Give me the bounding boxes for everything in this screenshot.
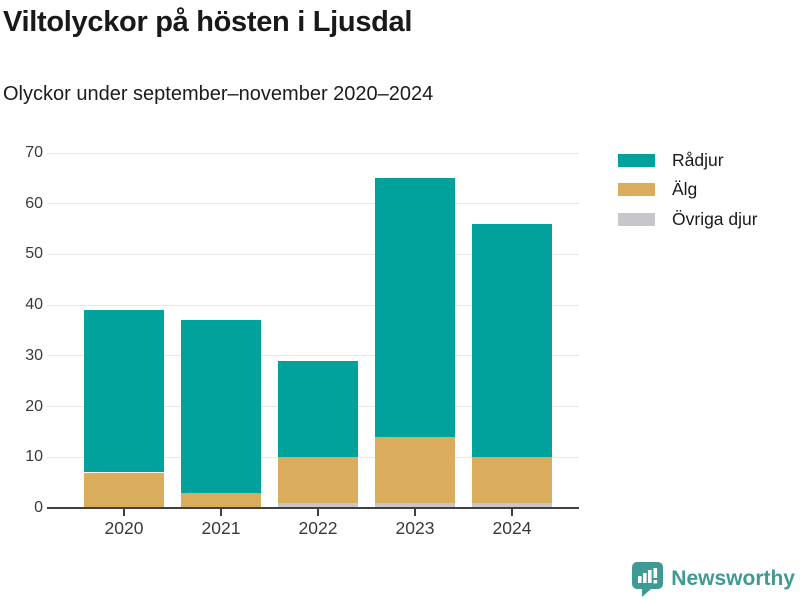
gridline — [47, 355, 579, 357]
x-axis-tick-label: 2023 — [395, 518, 435, 538]
legend-item: Övriga djur — [618, 209, 758, 230]
gridline — [47, 152, 579, 154]
x-axis-tick — [414, 509, 416, 516]
gridline — [47, 253, 579, 255]
x-axis-line — [47, 507, 579, 509]
legend-item: Rådjur — [618, 150, 724, 171]
chart-title: Viltolyckor på hösten i Ljusdal — [3, 6, 413, 38]
brand-name: Newsworthy — [671, 567, 795, 590]
y-axis-tick-label: 40 — [25, 296, 43, 314]
bar-segment — [278, 502, 358, 508]
bar-segment — [375, 502, 455, 508]
bar-segment — [84, 310, 164, 473]
y-axis-tick-label: 50 — [25, 245, 43, 263]
legend-label: Övriga djur — [672, 208, 758, 229]
bar-segment — [181, 320, 261, 493]
bar-segment — [375, 437, 455, 503]
bar-segment — [472, 502, 552, 508]
legend-swatch — [618, 183, 655, 197]
bar-segment — [472, 224, 552, 458]
legend-label: Älg — [672, 179, 698, 200]
legend-item: Älg — [618, 179, 697, 200]
y-axis-tick-label: 60 — [25, 194, 43, 212]
x-axis-tick — [317, 509, 319, 516]
x-axis-tick-label: 2022 — [298, 518, 338, 538]
x-axis-tick — [123, 509, 125, 516]
y-axis-tick-label: 30 — [25, 346, 43, 364]
bar-segment — [278, 360, 358, 458]
bar-segment — [84, 472, 164, 508]
legend-swatch — [618, 212, 655, 226]
newsworthy-logo[interactable]: Newsworthy — [631, 561, 795, 597]
y-axis-tick-label: 20 — [25, 397, 43, 415]
bar-segment — [375, 178, 455, 437]
x-axis-tick-label: 2024 — [492, 518, 532, 538]
legend-label: Rådjur — [672, 150, 724, 170]
bar-segment — [472, 457, 552, 503]
x-axis-tick — [511, 509, 513, 516]
bar-segment — [181, 492, 261, 508]
y-axis-tick-label: 10 — [25, 448, 43, 466]
y-axis-tick-label: 70 — [25, 144, 43, 161]
gridline — [47, 203, 579, 205]
bar-chart-speech-bubble-icon — [631, 561, 664, 597]
gridline — [47, 304, 579, 306]
x-axis-tick-label: 2021 — [201, 518, 241, 538]
x-axis-tick-label: 2020 — [104, 518, 144, 538]
x-axis-tick — [220, 509, 222, 516]
chart-subtitle: Olyckor under september–november 2020–20… — [3, 83, 434, 105]
y-axis-tick-label: 0 — [34, 499, 43, 516]
bar-segment — [278, 457, 358, 503]
legend-swatch — [618, 154, 655, 167]
